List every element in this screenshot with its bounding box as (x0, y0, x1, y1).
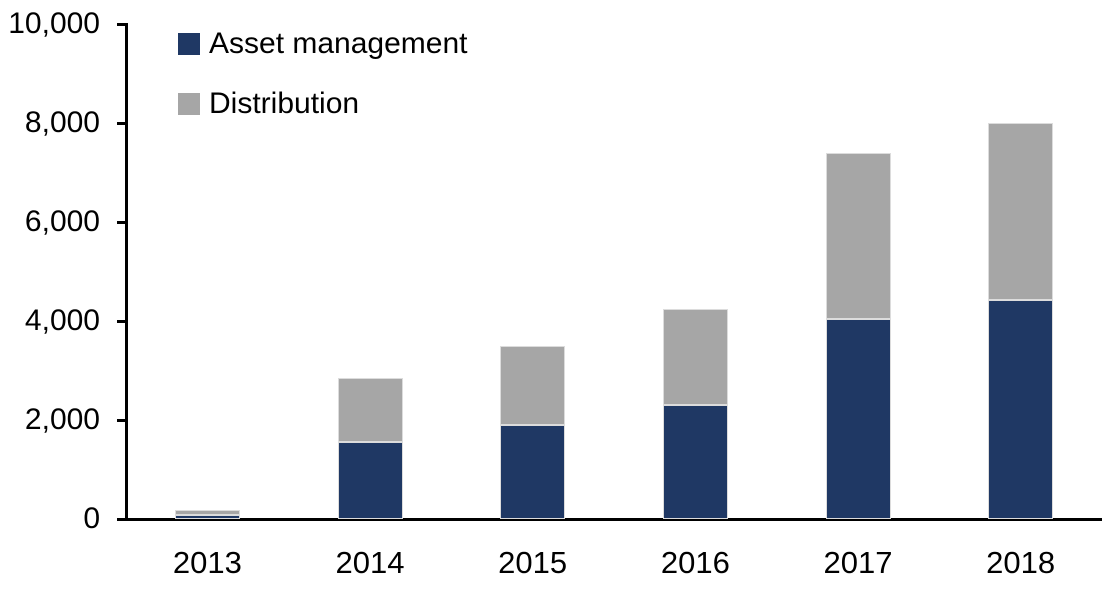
y-tick-mark (117, 221, 127, 224)
y-tick-mark (117, 518, 127, 521)
legend-swatch-icon (178, 33, 200, 55)
y-axis-line (125, 23, 128, 521)
bar-2013-asset-management (174, 514, 240, 519)
legend-label: Asset management (209, 27, 468, 60)
bar-2016-distribution (662, 308, 728, 406)
bar-2013-distribution (174, 509, 240, 515)
bar-2015-distribution (500, 345, 566, 425)
legend-swatch-icon (178, 93, 200, 115)
legend-item-distribution: Distribution (178, 86, 467, 122)
x-tick-label-2015: 2015 (498, 545, 568, 580)
bar-2015-asset-management (500, 424, 566, 519)
y-tick-mark (117, 320, 127, 323)
x-tick-label-2016: 2016 (660, 545, 730, 580)
x-tick-label-2014: 2014 (335, 545, 405, 580)
x-axis-line (125, 518, 1102, 521)
y-tick-label: 6,000 (24, 205, 100, 238)
bar-2017-asset-management (825, 318, 891, 519)
x-tick-label-2018: 2018 (986, 545, 1056, 580)
x-tick-label-2013: 2013 (172, 545, 242, 580)
y-tick-mark (117, 122, 127, 125)
bar-2017-distribution (825, 152, 891, 319)
bar-2018-asset-management (988, 300, 1054, 519)
y-tick-label: 8,000 (24, 106, 100, 139)
bar-2018-distribution (988, 123, 1054, 301)
y-tick-mark (117, 23, 127, 26)
legend-label: Distribution (209, 87, 360, 120)
x-tick-label-2017: 2017 (823, 545, 893, 580)
y-tick-mark (117, 419, 127, 422)
bar-2014-asset-management (337, 442, 403, 519)
bar-2016-asset-management (662, 405, 728, 519)
chart-legend: Asset management Distribution (178, 26, 467, 146)
legend-item-asset-management: Asset management (178, 26, 467, 62)
bar-2014-distribution (337, 377, 403, 443)
y-tick-label: 0 (83, 502, 100, 535)
y-tick-label: 2,000 (24, 403, 100, 436)
y-tick-label: 10,000 (8, 7, 100, 40)
y-tick-label: 4,000 (24, 304, 100, 337)
